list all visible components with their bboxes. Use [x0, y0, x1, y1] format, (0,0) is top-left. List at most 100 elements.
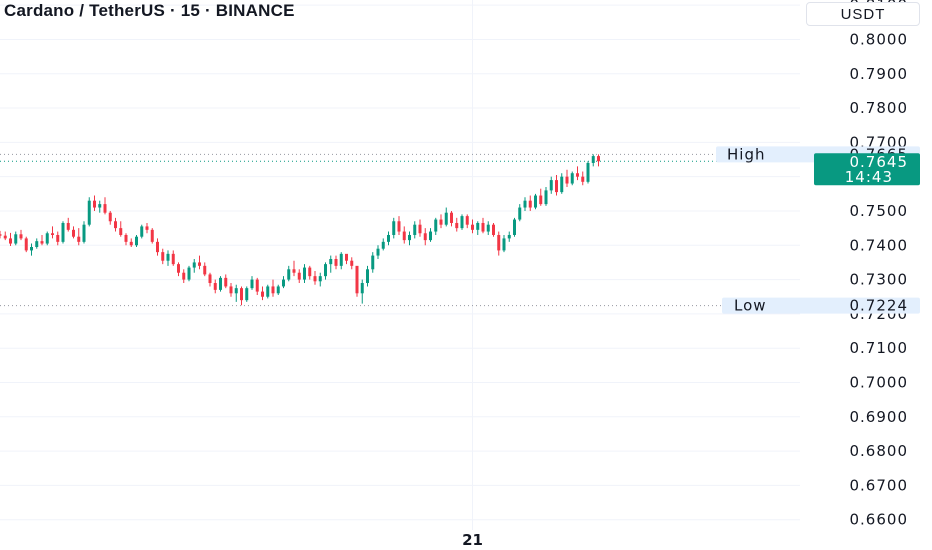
y-tick-label: 0.6800: [850, 442, 909, 460]
candle: [166, 250, 170, 266]
candle: [513, 217, 516, 237]
price-axis[interactable]: 0.81000.80000.79000.78000.77000.76000.75…: [850, 0, 909, 529]
candle-body: [486, 224, 490, 232]
candle-body: [402, 231, 406, 241]
candle: [303, 264, 306, 284]
candle: [413, 221, 417, 239]
candle-body: [339, 253, 343, 266]
candle: [255, 277, 259, 296]
candle-body: [177, 264, 180, 273]
candle-body: [513, 219, 516, 235]
candle-body: [465, 216, 469, 225]
candle: [439, 214, 443, 229]
candle-body: [586, 162, 590, 182]
candle-body: [66, 222, 70, 230]
candle-body: [261, 291, 264, 297]
candle-body: [334, 258, 338, 266]
candle: [345, 253, 348, 265]
candle-body: [77, 236, 81, 242]
candle-body: [234, 288, 238, 294]
candle-body: [371, 255, 375, 270]
candle-body: [9, 238, 12, 244]
candle-body: [224, 277, 228, 287]
candle-body: [439, 219, 443, 225]
candle-body: [87, 200, 91, 225]
candle: [581, 171, 585, 186]
candle-body: [502, 238, 506, 251]
candle: [45, 231, 49, 246]
candle: [528, 195, 532, 211]
candle: [308, 265, 312, 280]
candle: [208, 272, 212, 287]
candle-body: [581, 176, 585, 182]
candle: [560, 173, 564, 194]
candle-body: [297, 272, 301, 280]
candle-body: [534, 195, 537, 208]
candle-body: [387, 234, 390, 242]
candle: [366, 265, 369, 287]
candle: [93, 195, 96, 211]
candle: [9, 232, 12, 246]
candle: [145, 222, 149, 234]
candle: [408, 231, 411, 246]
candle-body: [329, 258, 333, 265]
candle: [539, 188, 543, 206]
currency-button[interactable]: USDT: [806, 2, 920, 26]
candle: [502, 234, 506, 253]
candle: [297, 269, 301, 284]
candle: [271, 279, 275, 297]
candle: [261, 286, 264, 301]
candle: [135, 234, 138, 247]
y-tick-label: 0.7800: [850, 99, 909, 117]
candle: [187, 265, 191, 282]
candle-body: [229, 286, 233, 294]
candle: [455, 217, 459, 232]
candle-body: [56, 234, 60, 242]
candles: [0, 154, 600, 306]
candle-body: [591, 156, 595, 163]
candle: [24, 236, 28, 253]
last-price-tag-bg: [814, 153, 920, 186]
candle: [182, 269, 186, 284]
candle: [114, 217, 117, 232]
low-label: Low: [734, 297, 767, 315]
candle-body: [282, 279, 285, 287]
candle-body: [429, 231, 432, 241]
candle-body: [140, 226, 144, 237]
candle-body: [72, 229, 75, 237]
time-axis[interactable]: 21: [462, 531, 483, 549]
candle: [198, 255, 201, 270]
candle-body: [423, 233, 427, 241]
candle: [318, 272, 322, 287]
candle: [376, 245, 380, 259]
candle: [444, 207, 448, 227]
candle: [597, 154, 600, 167]
candle-body: [597, 156, 600, 162]
candle-body: [45, 233, 49, 244]
candle: [287, 265, 291, 282]
candle: [245, 286, 249, 302]
candle: [355, 265, 359, 297]
candle: [492, 222, 495, 237]
candle-body: [135, 236, 138, 246]
y-tick-label: 0.6700: [850, 476, 909, 494]
candle-body: [497, 234, 501, 251]
candle: [402, 226, 406, 244]
candle-body: [150, 229, 154, 242]
candle: [434, 217, 438, 235]
countdown-timer: 14:43: [845, 168, 893, 186]
candle-body: [555, 180, 558, 193]
candle-body: [303, 267, 306, 280]
candle: [423, 228, 427, 246]
candle: [61, 221, 65, 244]
candle-body: [187, 267, 191, 280]
candle: [497, 231, 501, 256]
candle: [350, 257, 354, 270]
candle-body: [397, 221, 401, 232]
candle-body: [549, 180, 553, 191]
candle-body: [219, 277, 222, 290]
candle-body: [182, 272, 186, 280]
candle-body: [381, 241, 385, 249]
candle-body: [492, 224, 495, 235]
